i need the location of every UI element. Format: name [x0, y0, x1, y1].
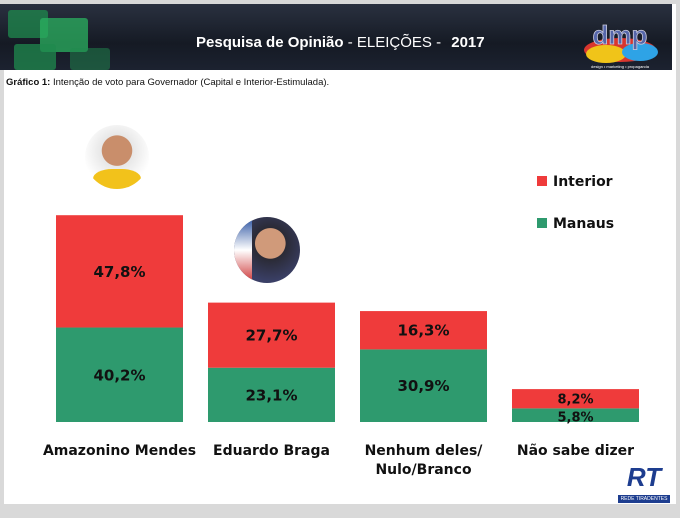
candidate-photo-braga [234, 217, 300, 283]
chart-subtitle: Gráfico 1: Intenção de voto para Governa… [6, 77, 330, 88]
rt-logo-text: RT [626, 462, 662, 492]
legend-swatch [537, 218, 547, 228]
bar-manaus [56, 327, 183, 422]
dmp-logo: dmp design • marketing • propaganda [584, 20, 658, 69]
svg-text:design • marketing • propagand: design • marketing • propaganda [591, 64, 650, 69]
category-label: Eduardo Braga [213, 443, 330, 459]
decor-square [14, 44, 56, 70]
decor-square [70, 48, 110, 70]
header-title: Pesquisa de Opinião - ELEIÇÕES - 2017 [196, 34, 485, 51]
legend-label: Manaus [553, 216, 614, 232]
data-label: 23,1% [245, 386, 297, 404]
rt-logo-tagline: REDE TIRADENTES [618, 495, 670, 503]
bar-interior [56, 215, 183, 328]
category-label: Nenhum deles/ [365, 443, 484, 459]
data-label: 40,2% [93, 366, 145, 384]
legend-swatch [537, 176, 547, 186]
bar-interior [360, 311, 487, 350]
header-banner: Pesquisa de Opinião - ELEIÇÕES - 2017 dm… [0, 4, 672, 70]
legend-label: Interior [553, 174, 613, 190]
data-label: 30,9% [397, 377, 449, 395]
candidate-photo-amazonino [85, 125, 149, 189]
rt-logo: RT REDE TIRADENTES [616, 462, 672, 504]
bar-manaus [360, 349, 487, 422]
bar-manaus [512, 408, 639, 422]
data-label: 16,3% [397, 322, 449, 340]
bar-interior [208, 302, 335, 368]
data-label: 27,7% [245, 327, 297, 345]
category-label: Nulo/Branco [375, 462, 472, 478]
data-label: 47,8% [93, 263, 145, 281]
category-label: Não sabe dizer [517, 443, 634, 459]
bar-interior [512, 389, 639, 409]
data-label: 5,8% [557, 411, 593, 426]
svg-text:dmp: dmp [593, 20, 648, 50]
category-label: Amazonino Mendes [43, 443, 196, 459]
bar-manaus [208, 367, 335, 422]
data-label: 8,2% [557, 392, 593, 407]
